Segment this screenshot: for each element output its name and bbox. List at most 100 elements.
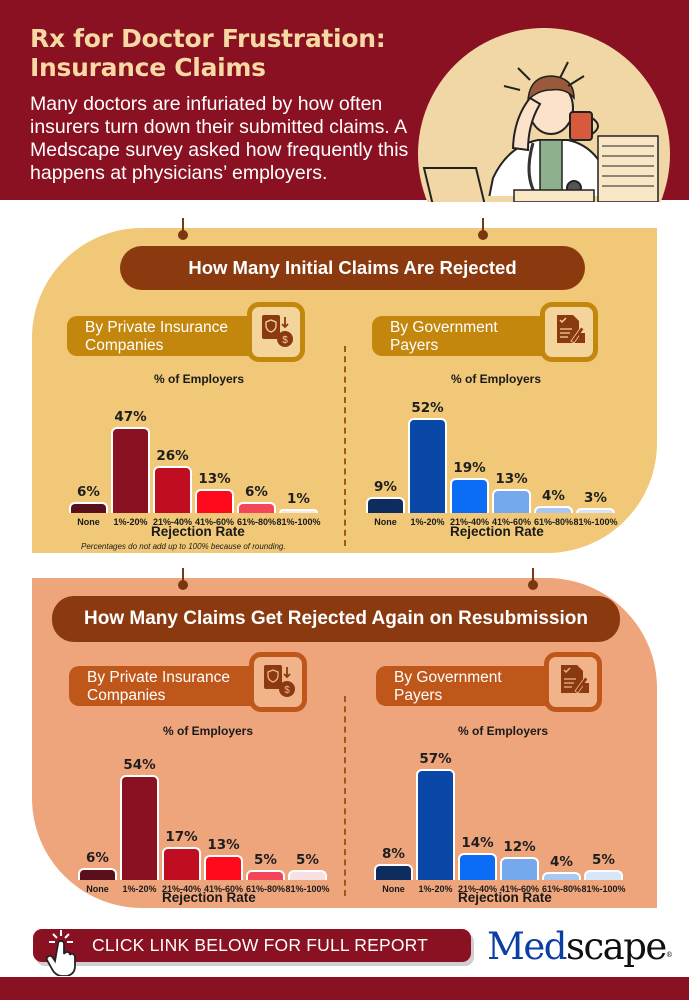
x-axis-title: Rejection Rate [162,890,256,905]
x-tick-label: 1%-20% [113,517,148,527]
x-tick-label: 21%-40% [152,517,193,527]
bar-column: 6% 61%-80% [237,390,276,527]
x-tick-label: 81%-100% [276,517,321,527]
full-report-link-button[interactable]: CLICK LINK BELOW FOR FULL REPORT [33,929,471,962]
x-tick-label: None [77,517,100,527]
x-tick-label: 61%-80% [245,884,286,894]
x-tick-label: 41%-60% [499,884,540,894]
signed-document-icon [540,302,598,362]
footer-band [0,977,689,1000]
bar-value-label: 12% [503,838,536,855]
bar-column: 13% 41%-60% [195,390,234,527]
cta-label: CLICK LINK BELOW FOR FULL REPORT [92,935,429,955]
chart-title: % of Employers [458,724,549,738]
title-line-1: Rx for Doctor Frustration: [30,24,386,53]
bar-value-label: 9% [374,478,397,495]
chart-initial-private: % of Employers 6% None 47% 1%-20% 26% 21%-40%… [69,372,321,551]
category-government-payers: By Government Payers [372,302,598,362]
bar-column: 3% 81%-100% [573,390,617,527]
chart-resubmission-government: % of Employers 8% None 57% 1%-20% 14% 21%-40%… [374,724,626,905]
bar [584,870,623,880]
bar-column: 57% 1%-20% [416,742,455,894]
section-banner: How Many Claims Get Rejected Again on Re… [52,596,620,642]
bar [288,870,327,880]
chart-initial-government: % of Employers 9% None 52% 1%-20% 19% 21%-40%… [366,372,618,547]
x-tick-label: 41%-60% [203,884,244,894]
bar-value-label: 13% [198,471,231,488]
category-label-line-2: Payers [390,337,439,354]
bar [69,502,108,513]
bar-value-label: 57% [419,750,452,767]
bar-column: 8% None [374,742,413,894]
bar [237,502,276,513]
page-title: Rx for Doctor Frustration: Insurance Cla… [30,24,386,82]
bar-column: 14% 21%-40% [458,742,497,894]
medscape-logo: Medscape® [487,922,673,972]
bar [204,854,243,880]
bar-value-label: 4% [550,854,573,871]
bar-value-label: 4% [542,487,565,504]
bar-value-label: 52% [411,400,444,417]
section-banner: How Many Initial Claims Are Rejected [120,246,585,290]
bar [416,768,455,880]
x-tick-label: 41%-60% [194,517,235,527]
svg-text:$: $ [284,685,290,696]
chart-resubmission-private: % of Employers 6% None 54% 1%-20% 17% 21%-40%… [78,724,330,905]
bar [120,774,159,880]
bar [450,478,489,513]
bar-column: 17% 21%-40% [162,742,201,894]
category-private-insurance: By Private Insurance Companies $ [69,652,307,712]
bar-column: 13% 41%-60% [492,390,531,527]
x-tick-label: None [382,884,405,894]
x-tick-label: None [86,884,109,894]
bar-column: 5% 81%-100% [581,742,625,894]
banner-hanger [528,568,538,590]
section-initial-claims: How Many Initial Claims Are Rejected By … [32,218,657,553]
category-label-line-1: By Private Insurance [87,669,231,686]
bar [534,505,573,513]
bar [542,872,581,880]
category-private-insurance: By Private Insurance Companies $ [67,302,305,362]
bar-column: 52% 1%-20% [408,390,447,527]
bar-column: 5% 81%-100% [285,742,329,894]
bar-value-label: 13% [495,471,528,488]
bar-column: 9% None [366,390,405,527]
bar-column: 6% None [78,742,117,894]
bar-value-label: 5% [254,852,277,869]
bar-value-label: 8% [382,846,405,863]
bar-value-label: 5% [296,852,319,869]
x-axis-title: Rejection Rate [450,524,544,539]
header: Rx for Doctor Frustration: Insurance Cla… [0,0,689,202]
x-tick-label: 81%-100% [573,517,618,527]
bar [195,489,234,513]
chart-title: % of Employers [154,372,245,386]
bar-group: 9% None 52% 1%-20% 19% 21%-40% 13% 41%-60% 4% 61%… [366,390,618,527]
bar-column: 12% 41%-60% [500,742,539,894]
banner-hanger [178,568,188,590]
chart-title: % of Employers [451,372,542,386]
bar [408,418,447,513]
x-tick-label: 81%-100% [285,884,330,894]
category-label-line-1: By Government [394,669,502,686]
bar-value-label: 6% [86,850,109,867]
bar [78,868,117,880]
bar-group: 8% None 57% 1%-20% 14% 21%-40% 12% 41%-60% 4% 61%… [374,742,626,894]
registered-mark: ® [665,951,673,959]
bar [492,489,531,513]
bar-value-label: 1% [287,491,310,507]
x-tick-label: 1%-20% [418,884,453,894]
bar-value-label: 13% [207,836,240,853]
category-government-payers: By Government Payers [376,652,602,712]
bar-value-label: 19% [453,460,486,477]
column-divider [344,696,346,896]
bar-group: 6% None 54% 1%-20% 17% 21%-40% 13% 41%-60% 5% 61%… [78,742,330,894]
bar [458,852,497,880]
svg-text:$: $ [282,335,288,346]
bar [246,870,285,880]
bar-column: 26% 21%-40% [153,390,192,527]
bar [279,509,318,513]
pointing-hand-icon [43,928,83,977]
bar [500,856,539,880]
bar-value-label: 26% [156,447,189,464]
rounding-note: Percentages do not add up to 100% becaus… [81,542,286,551]
